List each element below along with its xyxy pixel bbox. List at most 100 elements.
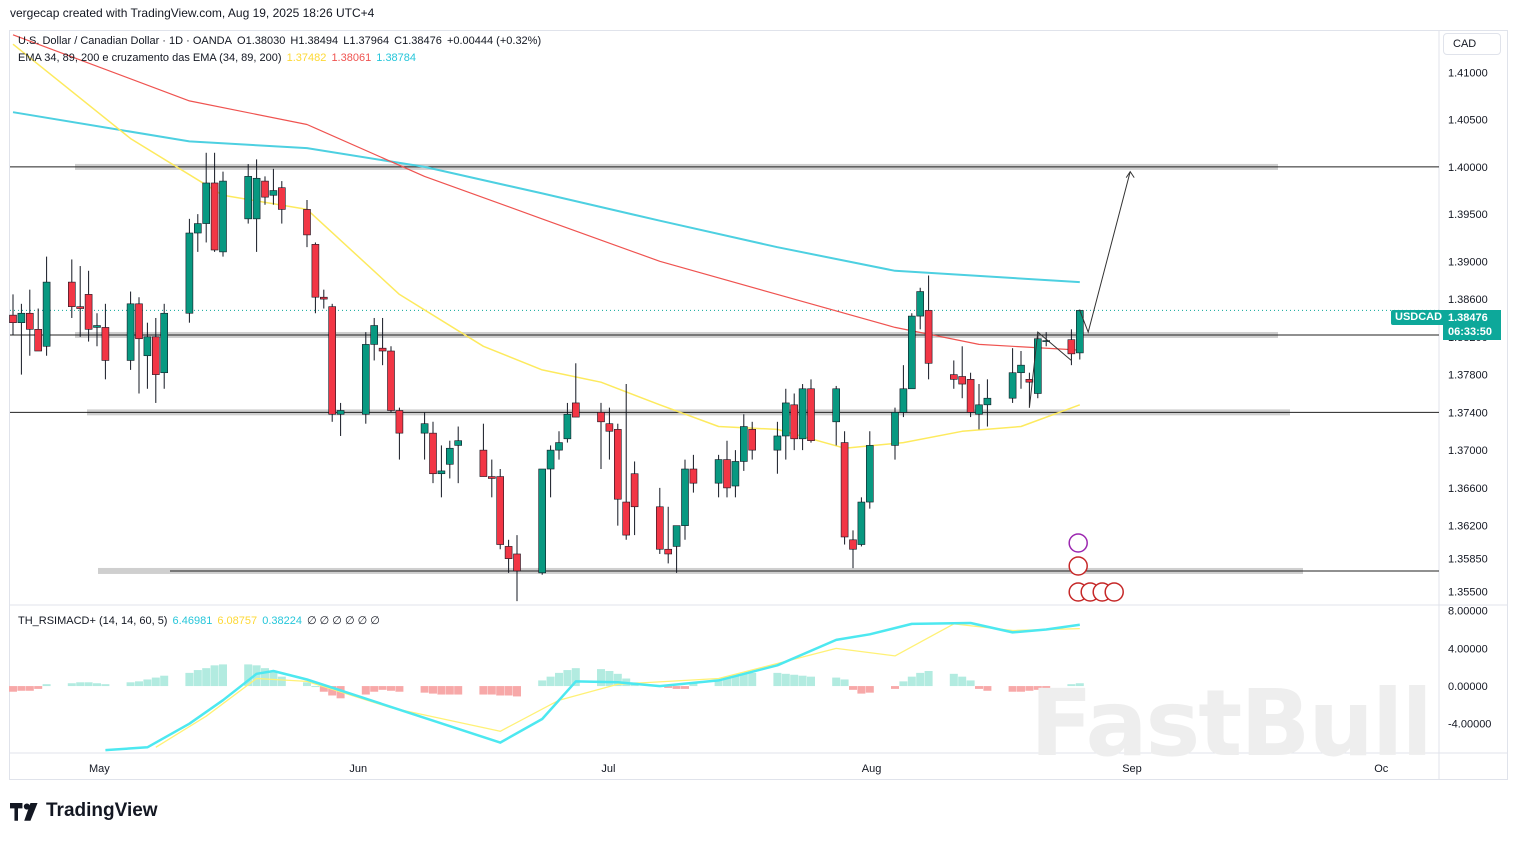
candle-bearish — [630, 473, 639, 508]
candle-bearish — [958, 376, 967, 385]
candle-bullish — [252, 177, 261, 220]
y-tick-label: 1.37000 — [1448, 445, 1488, 457]
currency-button[interactable]: CAD — [1443, 33, 1501, 55]
osc-histogram-bar — [17, 686, 26, 691]
osc-histogram-bar — [857, 686, 866, 694]
candle-bullish — [437, 470, 446, 475]
osc-histogram-bar — [9, 686, 17, 692]
x-tick-label: Sep — [1122, 763, 1142, 775]
candle-bearish — [261, 180, 269, 198]
candle-bullish — [731, 461, 740, 487]
osc-histogram-bar — [513, 686, 521, 697]
osc-histogram-bar — [219, 664, 227, 687]
candle-bearish — [429, 432, 437, 475]
osc-histogram-bar — [773, 672, 782, 687]
ema34-line — [12, 43, 1081, 449]
y-tick-label: 1.35500 — [1448, 587, 1488, 599]
osc-histogram-bar — [832, 677, 841, 687]
candle-bearish — [723, 459, 731, 489]
candle-bearish — [1025, 379, 1034, 383]
fastbull-watermark: FastBull — [1030, 670, 1433, 777]
chart-frame — [9, 30, 1508, 780]
candle-bullish — [244, 176, 252, 220]
candle-bearish — [849, 539, 857, 550]
candle-bearish — [395, 410, 404, 434]
osc-histogram-bar — [538, 680, 547, 687]
candle-bearish — [303, 209, 311, 236]
y-tick-label: 1.36600 — [1448, 483, 1488, 495]
osc-histogram-bar — [924, 670, 933, 687]
economic-event-icon[interactable] — [1104, 582, 1124, 602]
osc-histogram-bar — [983, 686, 992, 691]
ema89-value: 1.38061 — [331, 52, 372, 64]
y-tick-label: 1.36200 — [1448, 521, 1488, 533]
candle-bearish — [949, 374, 958, 380]
osc-histogram-bar — [949, 673, 958, 687]
osc-histogram-bar — [34, 686, 43, 689]
candle-bullish — [336, 410, 345, 415]
candle-bullish — [714, 459, 723, 484]
osc-histogram-bar — [42, 684, 51, 687]
candle-bullish — [798, 388, 807, 440]
y-tick-label: 1.41000 — [1448, 68, 1488, 80]
osc-value-1: 6.46981 — [172, 615, 213, 627]
osc-histogram-bar — [429, 686, 437, 694]
osc-y-tick-label: -4.00000 — [1448, 719, 1491, 731]
candle-bearish — [378, 347, 387, 352]
candle-bullish — [361, 344, 370, 415]
x-tick-label: Jun — [349, 763, 367, 775]
osc-histogram-bar — [67, 683, 76, 687]
candle-bearish — [748, 429, 757, 451]
candle-bullish — [563, 413, 572, 440]
osc-y-tick-label: 4.00000 — [1448, 643, 1488, 655]
tradingview-logo-text: TradingView — [46, 800, 158, 821]
earnings-event-icon[interactable] — [1068, 533, 1088, 553]
ema-title: EMA 34, 89, 200 e cruzamento das EMA (34… — [18, 52, 282, 64]
osc-histogram-bar — [731, 675, 740, 687]
candle-bullish — [454, 440, 463, 446]
x-tick-label: Jul — [601, 763, 615, 775]
osc-histogram-bar — [907, 676, 916, 687]
osc-histogram-bar — [496, 686, 505, 696]
projection-arrowhead — [1125, 170, 1135, 178]
candle-bearish — [135, 303, 143, 340]
y-tick-label: 1.37800 — [1448, 370, 1488, 382]
oscillator-legend: TH_RSIMACD+ (14, 14, 60, 5) 6.46981 6.08… — [18, 614, 382, 627]
candle-bullish — [185, 232, 194, 314]
osc-histogram-bar — [202, 668, 211, 687]
osc-histogram-bar — [479, 686, 488, 695]
osc-histogram-bar — [378, 686, 387, 690]
osc-title: TH_RSIMACD+ (14, 14, 60, 5) — [18, 615, 168, 627]
us-flag-event-icon[interactable] — [1068, 556, 1088, 576]
osc-histogram-bar — [143, 679, 152, 687]
osc-histogram-bar — [681, 686, 689, 689]
tradingview-logo[interactable]: TradingView — [10, 800, 158, 822]
candle-bearish — [25, 312, 34, 330]
osc-histogram-bar — [420, 686, 429, 693]
candle-bearish — [622, 501, 631, 536]
candle-bearish — [504, 546, 513, 559]
osc-histogram-bar — [1042, 686, 1051, 689]
ohlc-high: H1.38494 — [290, 35, 339, 47]
osc-histogram-bar — [597, 669, 605, 687]
osc-histogram-bar — [748, 672, 757, 687]
candle-bearish — [655, 506, 664, 550]
y-tick-label: 1.40500 — [1448, 115, 1488, 127]
candle-bullish — [1034, 338, 1042, 394]
candle-bullish — [143, 336, 152, 357]
candle-bearish — [605, 423, 614, 432]
osc-histogram-bar — [865, 686, 874, 693]
candle-bearish — [328, 306, 337, 415]
osc-histogram-bar — [454, 686, 463, 695]
candle-bearish — [319, 296, 328, 300]
ema34-value: 1.37482 — [286, 52, 327, 64]
ohlc-change: +0.00444 (+0.32%) — [446, 35, 542, 47]
candle-bullish — [538, 468, 547, 574]
osc-histogram-bar — [739, 673, 748, 687]
osc-histogram-bar — [135, 681, 143, 687]
osc-histogram-bar — [370, 686, 379, 692]
last-price-tag: 1.38476 06:33:50 — [1443, 310, 1501, 340]
osc-histogram-bar — [311, 686, 320, 688]
candle-bearish — [479, 449, 488, 477]
